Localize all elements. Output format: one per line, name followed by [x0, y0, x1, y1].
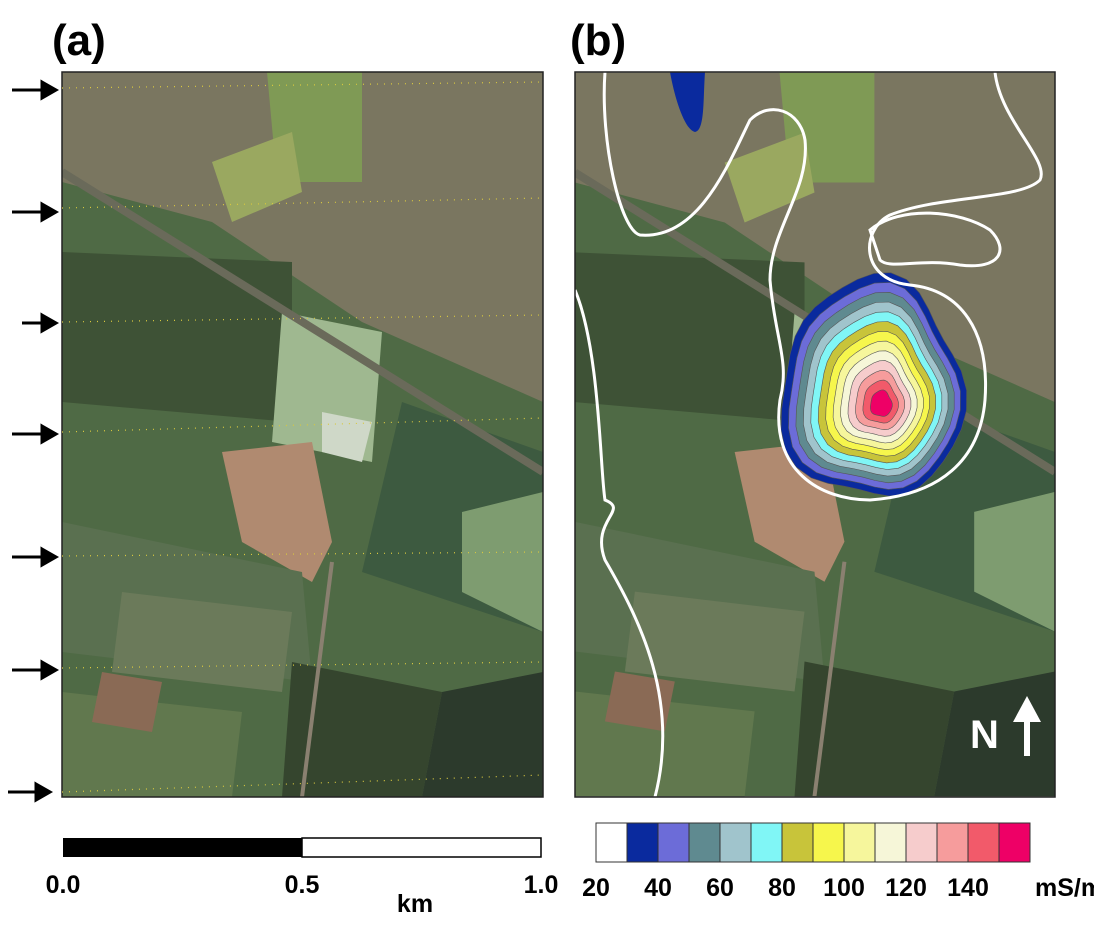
color-box: [689, 823, 720, 862]
color-box: [782, 823, 813, 862]
scale-label: 0.5: [285, 871, 320, 899]
colorbar-tick-label: 100: [823, 874, 865, 902]
colorbar-tick-label: 140: [947, 874, 989, 902]
scale-label: 0.0: [46, 871, 81, 899]
colorbar-tick-label: 40: [644, 874, 672, 902]
color-box: [937, 823, 968, 862]
color-box: [751, 823, 782, 862]
color-box: [596, 823, 627, 862]
color-box: [968, 823, 999, 862]
colorbar-tick-label: 80: [768, 874, 796, 902]
color-box: [813, 823, 844, 862]
color-box: [627, 823, 658, 862]
figure: (a) (b) N 0.0 0.5 1.0 km mS/m 20 40 60 80 10…: [0, 0, 1094, 920]
scale-bar: [63, 838, 541, 857]
color-box: [658, 823, 689, 862]
color-box: [875, 823, 906, 862]
colorbar-tick-label: 60: [706, 874, 734, 902]
colorbar-unit: mS/m: [1035, 874, 1094, 902]
color-box: [720, 823, 751, 862]
colorbar-tick-label: 20: [582, 874, 610, 902]
color-box: [999, 823, 1030, 862]
panel-label: (b): [570, 16, 626, 65]
color-box: [844, 823, 875, 862]
panel-a: [8, 72, 543, 800]
panel-b: N: [575, 72, 1055, 797]
color-box: [906, 823, 937, 862]
scale-unit: km: [397, 890, 433, 918]
scale-label: 1.0: [524, 871, 559, 899]
colorbar-tick-label: 120: [885, 874, 927, 902]
compass-label: N: [970, 713, 999, 757]
colorbar: [596, 823, 1030, 862]
panel-label: (a): [52, 16, 106, 65]
